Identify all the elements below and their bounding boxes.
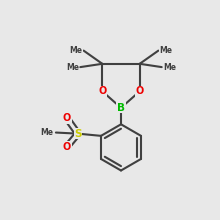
Text: Me: Me [163, 63, 176, 72]
Text: O: O [136, 86, 144, 96]
Text: B: B [117, 103, 125, 113]
Text: Me: Me [40, 128, 53, 137]
Text: Me: Me [160, 46, 173, 55]
Text: Me: Me [66, 63, 79, 72]
Text: O: O [63, 113, 71, 123]
Text: O: O [98, 86, 106, 96]
Text: S: S [74, 129, 82, 139]
Text: Me: Me [69, 46, 82, 55]
Text: O: O [63, 142, 71, 152]
